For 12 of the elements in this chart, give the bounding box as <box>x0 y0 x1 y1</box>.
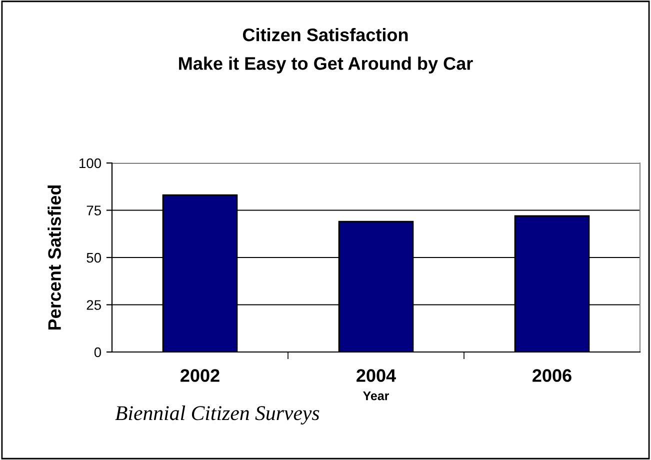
y-tick-label: 75 <box>86 206 102 216</box>
y-tick-label: 25 <box>86 300 102 310</box>
x-axis-title: Year <box>363 392 390 400</box>
y-tick-label: 0 <box>94 347 102 358</box>
x-tick-label: 2004 <box>356 369 396 382</box>
y-axis-title: Percent Satisfied <box>48 185 61 330</box>
y-tick-label: 100 <box>79 158 102 168</box>
x-tick-label: 2002 <box>180 369 220 382</box>
chart-title: Citizen Satisfaction Make it Easy to Get Around by Car <box>179 28 473 74</box>
y-tick-label: 50 <box>86 252 102 263</box>
x-tick-label: 2006 <box>532 369 572 382</box>
text: Biennial Citizen Surveys <box>115 406 320 424</box>
